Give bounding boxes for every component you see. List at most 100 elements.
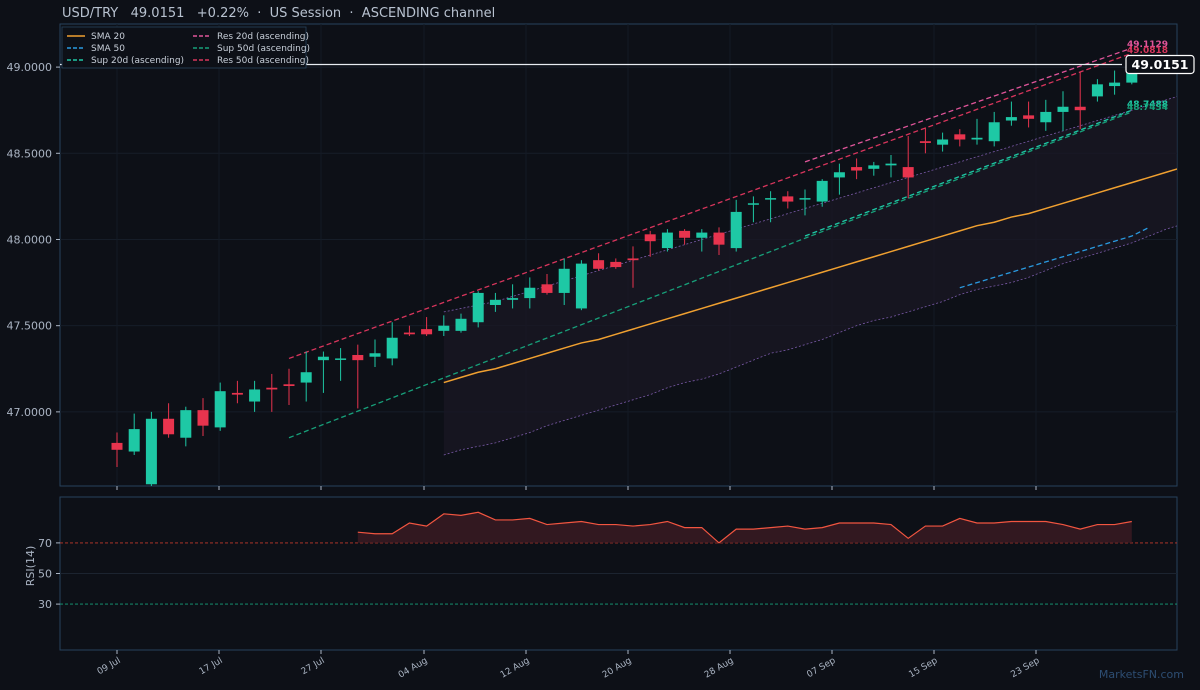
candle [1057, 91, 1069, 131]
candle [386, 322, 398, 366]
candle [472, 291, 484, 328]
sup50-level-label: 48.7434 [1127, 103, 1168, 113]
candle-body [266, 387, 278, 390]
candle [730, 199, 742, 252]
candle-body [283, 384, 295, 387]
sup50-line [288, 111, 1133, 439]
candle-body [1005, 117, 1017, 121]
candle-body [679, 230, 691, 238]
candle-body [1091, 84, 1103, 97]
candle [283, 368, 295, 405]
sma50-line [959, 226, 1150, 289]
x-tick-label: 07 Sep [805, 656, 837, 680]
candle [266, 373, 278, 412]
candle [627, 246, 639, 288]
candle-body [1023, 115, 1035, 119]
y-tick-label: 48.5000 [7, 147, 53, 160]
candle-body [1040, 111, 1052, 123]
candle-body [317, 356, 329, 361]
candle [541, 273, 553, 295]
candle-body [386, 337, 398, 359]
candle [111, 432, 123, 468]
candle-body [593, 260, 605, 269]
x-tick-label: 20 Aug [601, 656, 634, 681]
candle-body [214, 391, 226, 428]
legend-label-sma20: SMA 20 [91, 32, 125, 42]
candle [249, 380, 261, 412]
candle-body [180, 410, 192, 438]
candle [438, 315, 450, 337]
candle [1040, 99, 1052, 131]
candle [163, 403, 175, 438]
indicator-lines [288, 47, 1177, 439]
rsi-panel: 30 50 70 [38, 511, 1177, 611]
candle [1023, 101, 1035, 128]
candle-body [438, 325, 450, 331]
candle [661, 229, 673, 252]
last-price-label: 49.0151 [1132, 57, 1189, 72]
candle [782, 191, 794, 209]
candles-group [111, 63, 1138, 486]
candle-body [507, 298, 519, 300]
rsi-line [357, 511, 1132, 544]
rsi-overbought-fill [357, 512, 1132, 543]
candle [799, 189, 811, 216]
candle [868, 161, 880, 176]
res20-level-label: 49.1129 [1127, 40, 1168, 50]
candle [507, 284, 519, 309]
candle [988, 111, 1000, 147]
candle [197, 398, 209, 437]
candle [713, 227, 725, 255]
candle [937, 132, 949, 152]
candle-body [782, 196, 794, 202]
candle-body [524, 287, 536, 299]
candle-body [231, 392, 243, 395]
x-tick-label: 04 Aug [397, 656, 430, 681]
candle [489, 292, 501, 312]
candle [593, 253, 605, 271]
candle-body [954, 134, 966, 140]
candle [833, 163, 845, 195]
candle [575, 260, 587, 311]
candle-body [816, 180, 828, 202]
candle-body [403, 332, 415, 335]
rsi-tick-label: 50 [38, 568, 52, 581]
candle-body [541, 284, 553, 293]
candle-body [163, 418, 175, 435]
candle [610, 258, 622, 269]
candle [885, 155, 897, 178]
candle-body [128, 429, 140, 452]
candle [902, 136, 914, 199]
rsi-axis-label: RSI(14) [24, 546, 37, 586]
candle-body [971, 137, 983, 140]
sma20-line [443, 168, 1177, 384]
bollinger-upper [443, 96, 1177, 313]
candle [954, 129, 966, 147]
legend-label-sup20: Sup 20d (ascending) [91, 56, 184, 66]
candle-body [610, 261, 622, 268]
candle-body [919, 141, 931, 143]
candle-body [472, 292, 484, 323]
candle [352, 344, 364, 409]
rsi-tick-label: 70 [38, 537, 52, 550]
last-price-label-box [1125, 54, 1195, 75]
candle-body [644, 234, 656, 242]
candle-body [833, 172, 845, 178]
y-tick-label: 49.0000 [7, 61, 53, 74]
candle-body [197, 410, 209, 426]
candle [369, 339, 381, 368]
candle-body [249, 389, 261, 402]
candle-body [747, 203, 759, 205]
candle-body [851, 167, 863, 171]
legend: SMA 20 SMA 50 Sup 20d (ascending) Res 20… [61, 26, 310, 69]
candle [816, 179, 828, 207]
candle-body [799, 198, 811, 200]
candle-body [558, 268, 570, 293]
candle-body [369, 353, 381, 357]
bollinger-lower [443, 225, 1177, 456]
y-tick-label: 47.0000 [7, 406, 53, 419]
candle-body [335, 358, 347, 360]
legend-box [61, 26, 307, 69]
candle-body [713, 232, 725, 245]
